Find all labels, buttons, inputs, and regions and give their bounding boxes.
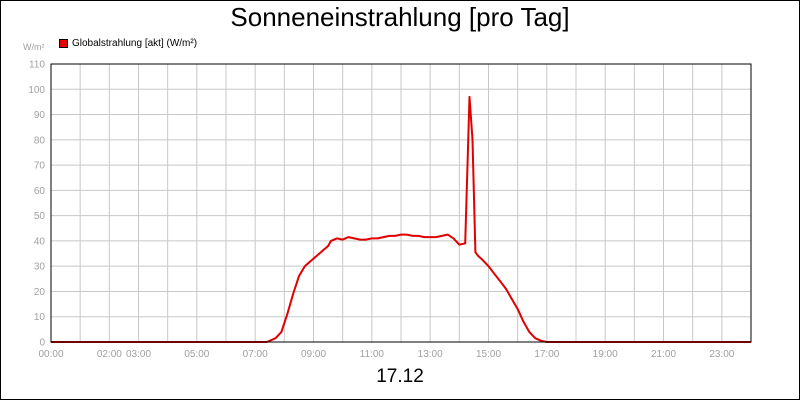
x-tick-labels: 00:00 02:00 03:00 05:00 07:00 09:00 11:00 13:00… [38, 349, 734, 360]
y-tick-label-90: 90 [34, 110, 46, 121]
x-tick-label-1500: 15:00 [476, 349, 501, 360]
chart-title: Sonneneinstrahlung [pro Tag] [230, 2, 570, 32]
series-layer [51, 95, 751, 343]
y-tick-label-100: 100 [28, 85, 45, 96]
legend-swatch [59, 39, 68, 48]
x-tick-label-0900: 09:00 [301, 349, 326, 360]
x-tick-label-2300: 23:00 [709, 349, 734, 360]
x-tick-label-1700: 17:00 [534, 349, 559, 360]
y-tick-label-70: 70 [34, 161, 46, 172]
x-tick-label-2100: 21:00 [651, 349, 676, 360]
x-tick-label-1900: 19:00 [593, 349, 618, 360]
x-tick-label-0000: 00:00 [38, 349, 63, 360]
grid-lines [51, 63, 751, 343]
y-tick-label-30: 30 [34, 262, 46, 273]
x-axis-date-label: 17.12 [376, 366, 424, 387]
series-line-0 [51, 95, 751, 343]
x-tick-label-0200: 02:00 [97, 349, 122, 360]
legend: Globalstrahlung [akt] (W/m²) [59, 38, 197, 49]
y-tick-label-60: 60 [34, 186, 46, 197]
x-tick-label-0700: 07:00 [243, 349, 268, 360]
y-tick-label-40: 40 [34, 236, 46, 247]
y-tick-labels: 0 10 20 30 40 50 60 70 80 90 100 110 [28, 60, 45, 349]
x-tick-label-0500: 05:00 [184, 349, 209, 360]
legend-label: Globalstrahlung [akt] (W/m²) [72, 38, 198, 49]
x-tick-label-1100: 11:00 [360, 349, 385, 360]
y-tick-label-20: 20 [34, 287, 46, 298]
y-tick-label-0: 0 [39, 338, 45, 349]
y-axis-unit: W/m² [23, 42, 45, 52]
y-tick-label-80: 80 [34, 135, 46, 146]
plot-area-border [50, 63, 752, 343]
x-tick-label-1300: 13:00 [418, 349, 443, 360]
y-tick-label-10: 10 [34, 312, 46, 323]
y-tick-label-50: 50 [34, 211, 46, 222]
x-tick-label-0300: 03:00 [126, 349, 151, 360]
y-tick-label-110: 110 [29, 60, 45, 71]
